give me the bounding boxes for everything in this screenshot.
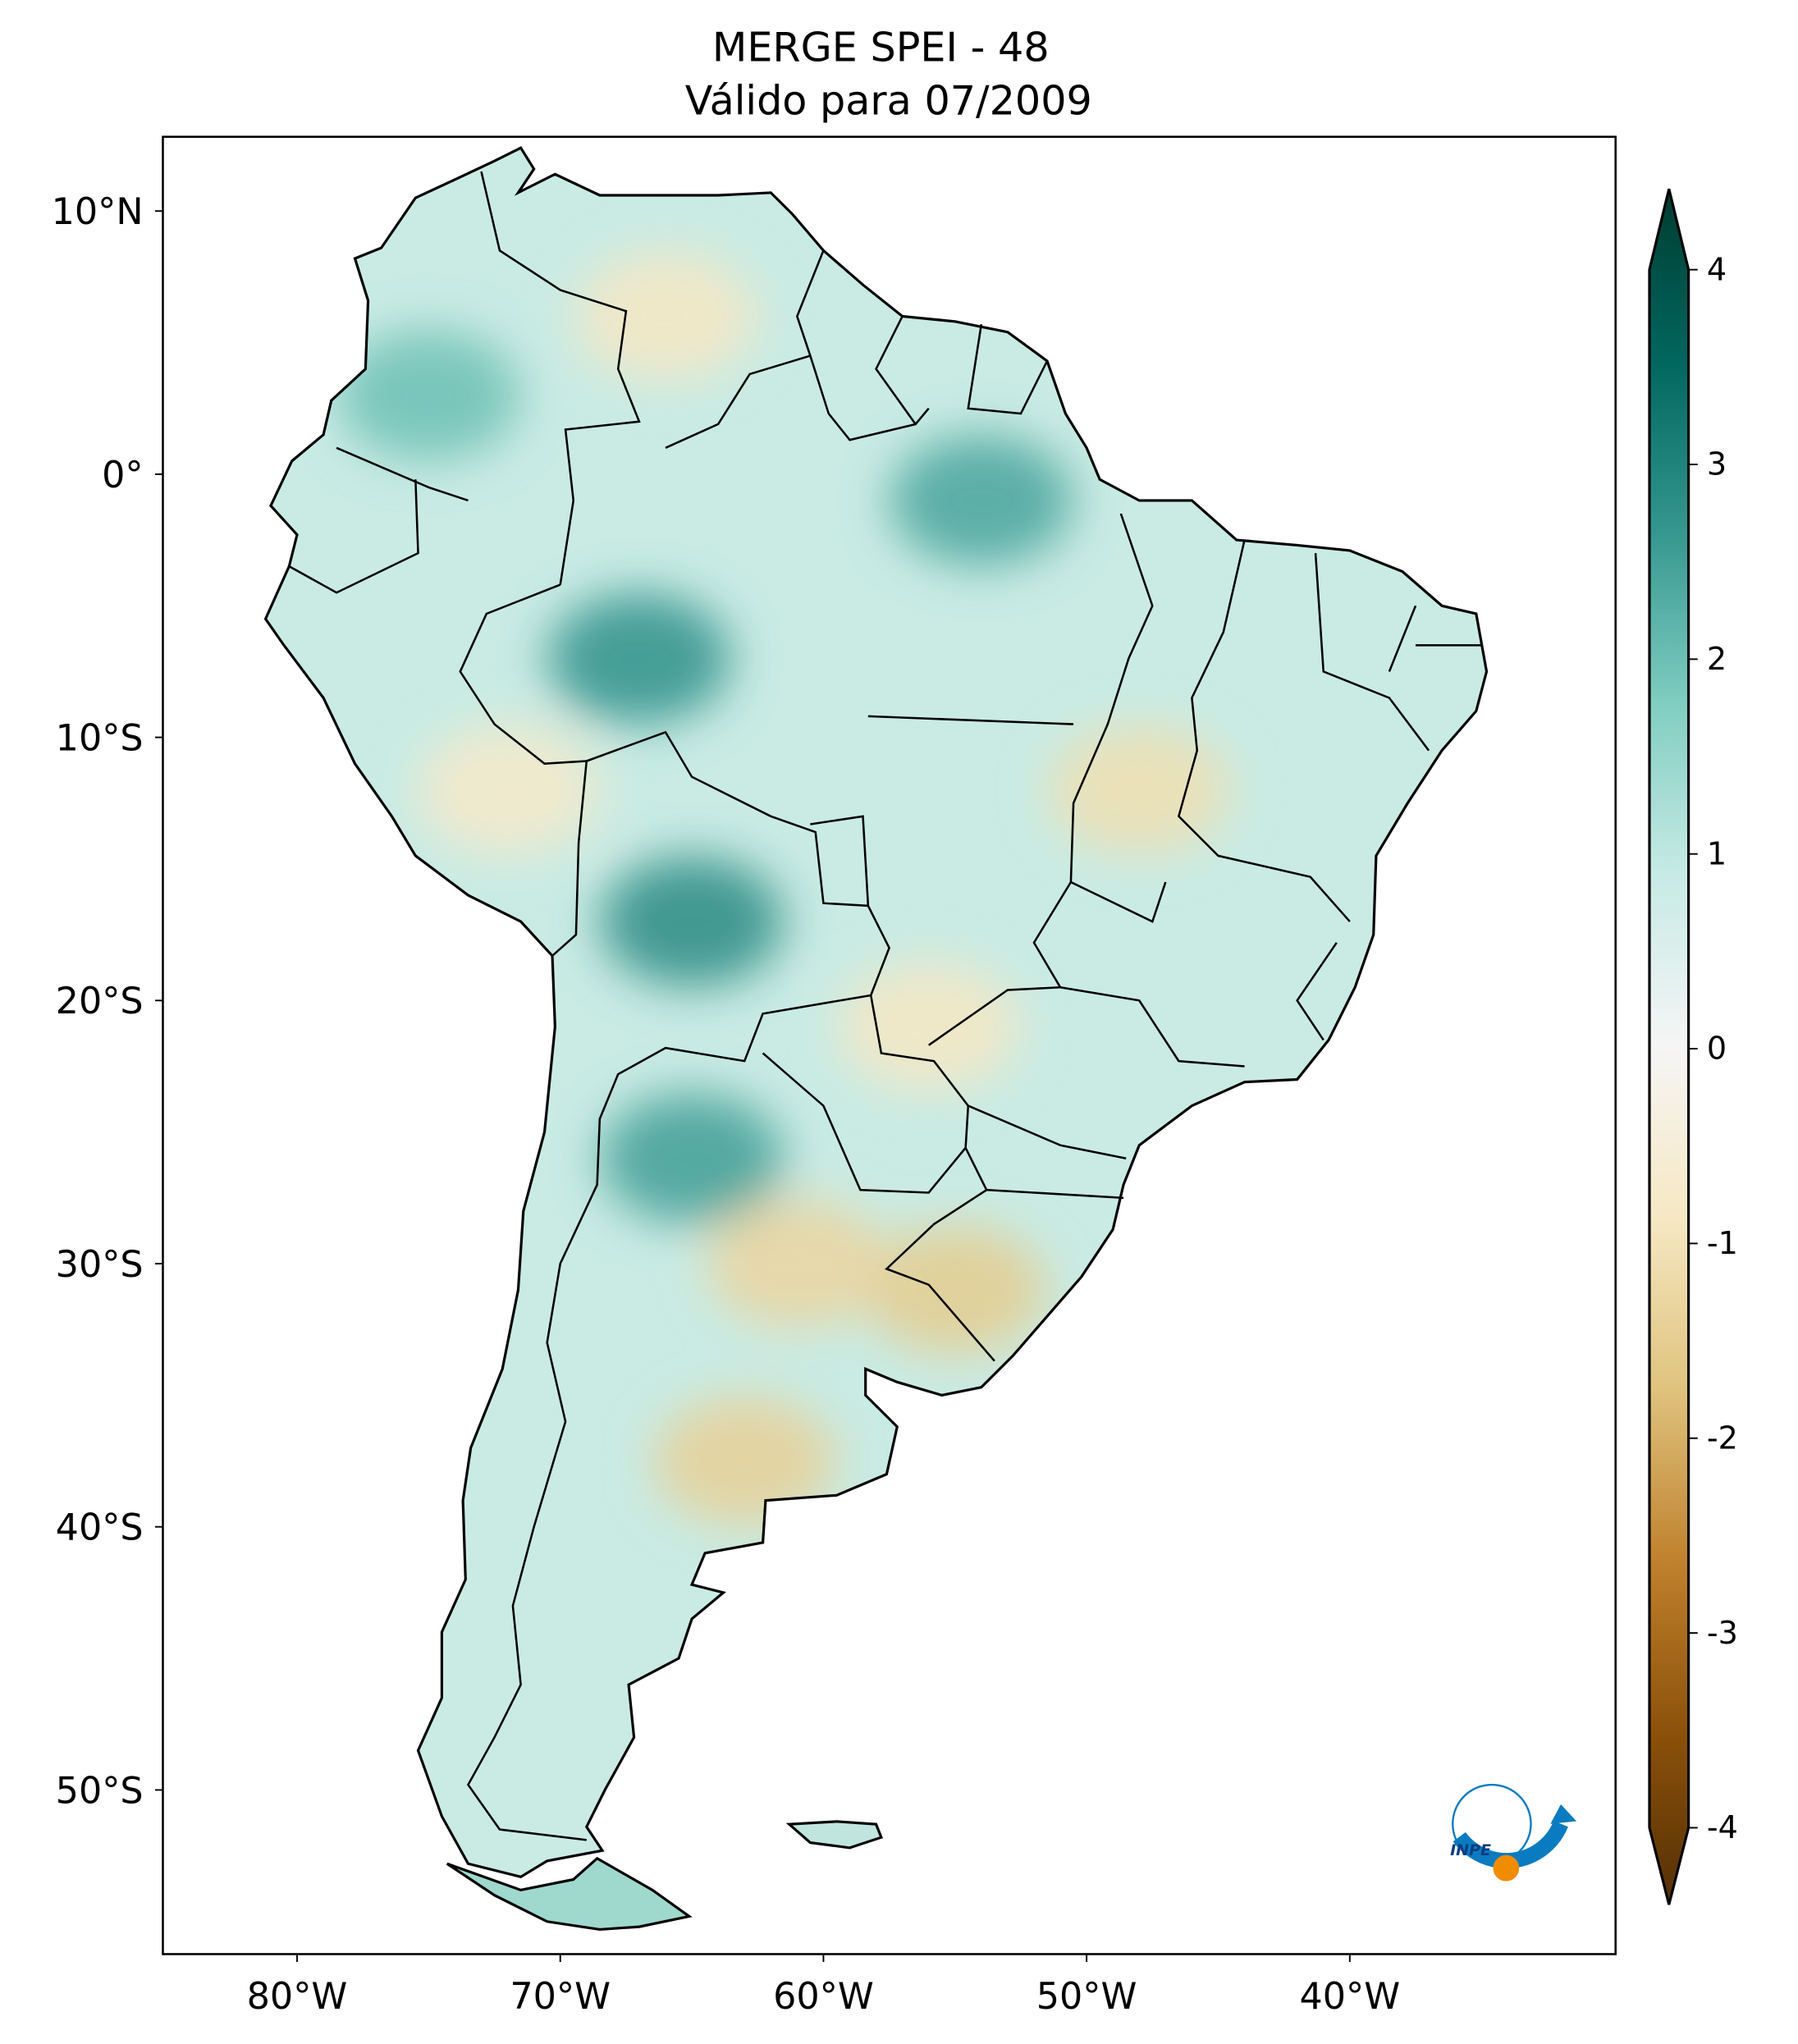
colorbar-tick-label: 2 xyxy=(1707,641,1727,677)
tierra-del-fuego xyxy=(446,1858,689,1930)
anomaly-region xyxy=(837,961,1020,1092)
map-area xyxy=(162,136,1616,1955)
tierra-del-fuego-coastline xyxy=(446,1856,693,1932)
colorbar-tick-label: -3 xyxy=(1707,1615,1738,1651)
y-axis: 10°N 0° 10°S 20°S 30°S 40°S 50°S xyxy=(52,191,163,1812)
y-tick-label: 20°S xyxy=(56,981,144,1022)
y-tick-label: 0° xyxy=(102,455,144,496)
anomaly-region xyxy=(600,856,784,987)
logo-orbit xyxy=(1452,1783,1532,1864)
y-tick-label: 50°S xyxy=(56,1770,144,1812)
colorbar-tick-label: 4 xyxy=(1707,251,1727,287)
logo-sun xyxy=(1493,1854,1520,1882)
spei-anomaly-regions xyxy=(337,251,1231,1526)
inpe-logo: INPE xyxy=(1450,1783,1577,1882)
x-tick-label: 60°W xyxy=(773,1976,874,2018)
logo-arrow-icon xyxy=(1550,1804,1577,1824)
anomaly-region xyxy=(1048,725,1231,856)
coastline xyxy=(263,146,1489,1879)
logo-text: INPE xyxy=(1450,1841,1491,1859)
colorbar: 4 3 2 1 0 -1 -2 -3 -4 xyxy=(1648,188,1738,1905)
anomaly-region xyxy=(547,593,731,724)
colorbar-tick-label: 0 xyxy=(1707,1031,1727,1067)
country-borders xyxy=(288,171,1482,1841)
x-tick-label: 70°W xyxy=(510,1976,611,2018)
anomaly-region xyxy=(416,725,599,856)
colorbar-gradient xyxy=(1648,188,1690,1905)
anomaly-region xyxy=(890,435,1073,566)
y-tick-label: 10°N xyxy=(52,191,144,233)
falkland-islands xyxy=(785,1820,884,1850)
anomaly-region xyxy=(706,1198,889,1329)
axes-frame xyxy=(162,135,1617,1955)
chart-title: MERGE SPEI - 48 xyxy=(712,24,1050,71)
x-axis: 80°W 70°W 60°W 50°W 40°W xyxy=(247,1954,1400,2018)
colorbar-tick-label: 3 xyxy=(1707,446,1727,482)
anomaly-region xyxy=(574,251,757,382)
y-tick-label: 30°S xyxy=(56,1244,144,1286)
anomaly-region xyxy=(337,330,520,461)
x-tick-label: 50°W xyxy=(1036,1976,1137,2018)
colorbar-tick-label: -1 xyxy=(1707,1225,1738,1261)
x-tick-label: 80°W xyxy=(247,1976,348,2018)
y-tick-label: 40°S xyxy=(56,1507,144,1549)
y-tick-label: 10°S xyxy=(56,717,144,759)
colorbar-tick-label: -4 xyxy=(1707,1809,1738,1845)
x-tick-label: 40°W xyxy=(1299,1976,1400,2018)
anomaly-region xyxy=(653,1396,836,1526)
chart-subtitle: Válido para 07/2009 xyxy=(685,77,1092,125)
colorbar-tick-label: -2 xyxy=(1707,1420,1738,1456)
colorbar-tick-label: 1 xyxy=(1707,835,1727,871)
anomaly-region xyxy=(600,1093,784,1224)
anomaly-region xyxy=(863,1224,1046,1356)
